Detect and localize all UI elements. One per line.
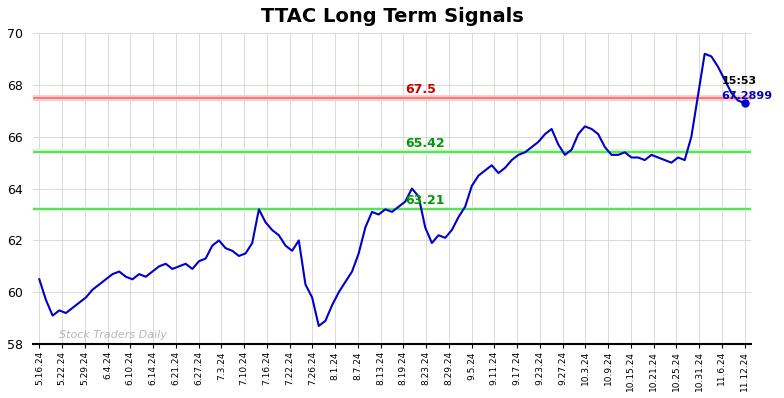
Bar	[33, 207, 751, 211]
Text: 65.42: 65.42	[405, 137, 445, 150]
Text: 67.2899: 67.2899	[721, 92, 772, 101]
Text: 63.21: 63.21	[405, 194, 445, 207]
Title: TTAC Long Term Signals: TTAC Long Term Signals	[260, 7, 524, 26]
Text: 15:53: 15:53	[721, 76, 757, 86]
Bar	[33, 149, 751, 154]
Text: Stock Traders Daily: Stock Traders Daily	[60, 330, 167, 339]
Bar	[33, 95, 751, 101]
Text: 67.5: 67.5	[405, 83, 436, 96]
